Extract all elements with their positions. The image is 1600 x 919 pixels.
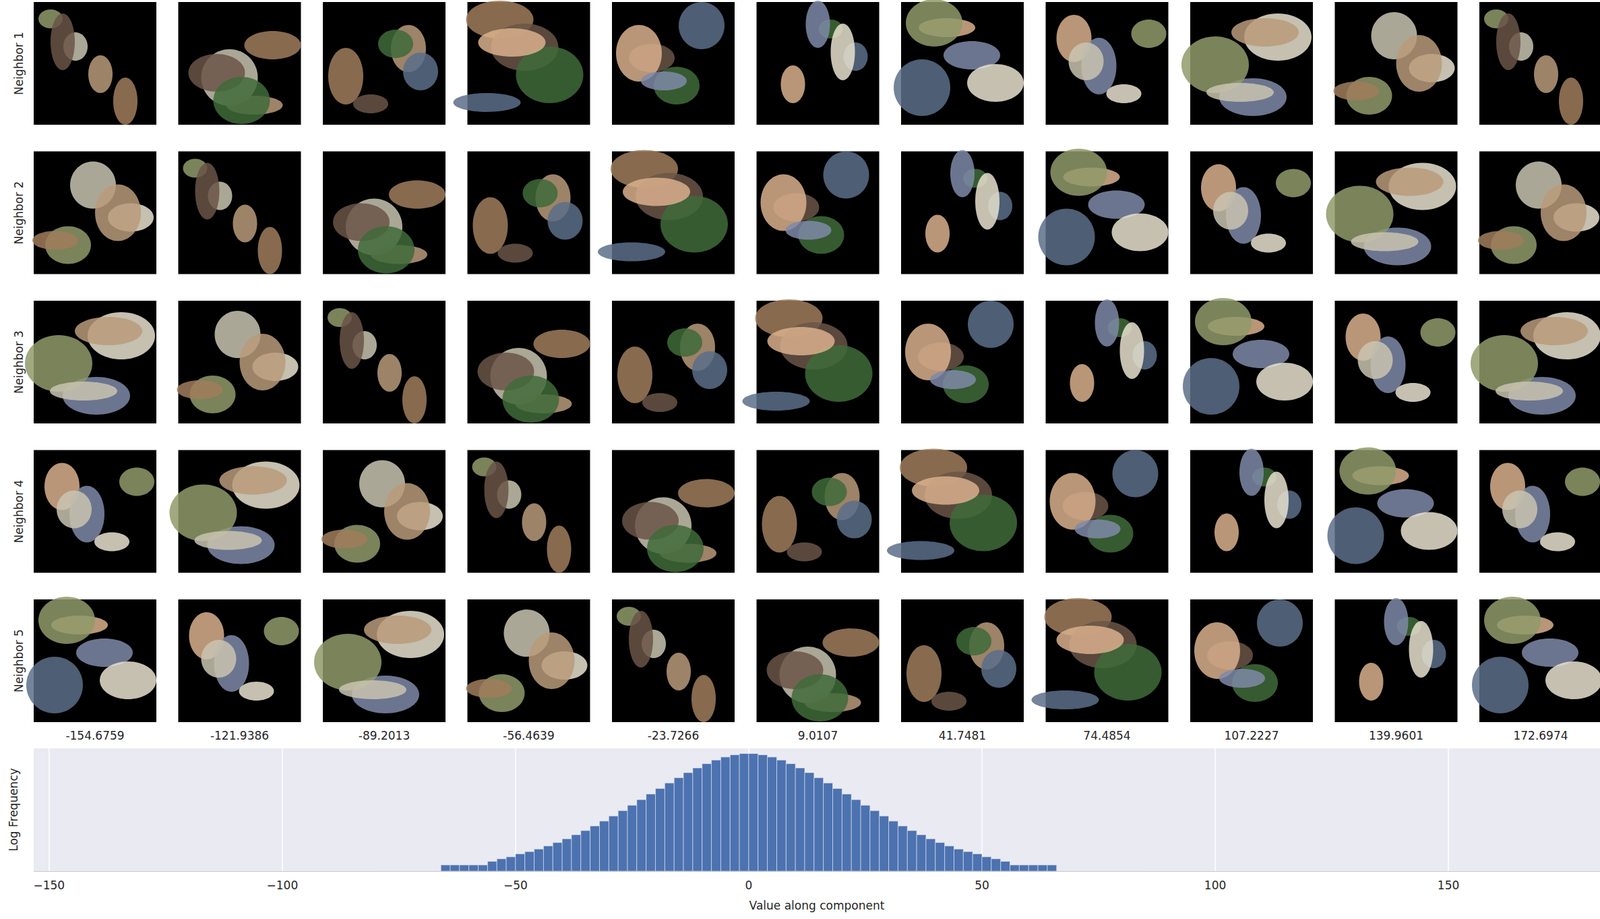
svg-text:Neighbor 3: Neighbor 3 (12, 330, 26, 394)
svg-text:41.7481: 41.7481 (938, 728, 987, 743)
svg-text:150: 150 (1437, 878, 1460, 892)
svg-text:74.4854: 74.4854 (1083, 728, 1131, 743)
svg-text:-23.7266: -23.7266 (647, 728, 699, 743)
svg-text:−50: −50 (503, 878, 528, 892)
svg-text:Neighbor 2: Neighbor 2 (12, 181, 26, 245)
svg-text:Neighbor 1: Neighbor 1 (12, 31, 26, 96)
svg-text:Log Frequency: Log Frequency (6, 767, 21, 852)
svg-text:9.0107: 9.0107 (797, 728, 838, 743)
svg-text:100: 100 (1204, 878, 1226, 892)
svg-text:Neighbor 5: Neighbor 5 (12, 628, 26, 693)
svg-text:Neighbor 4: Neighbor 4 (12, 479, 26, 544)
svg-text:-154.6759: -154.6759 (65, 728, 125, 743)
svg-text:139.9601: 139.9601 (1368, 728, 1424, 743)
svg-text:0: 0 (745, 878, 753, 892)
svg-text:-56.4639: -56.4639 (502, 728, 555, 743)
svg-text:-89.2013: -89.2013 (358, 728, 410, 743)
svg-text:172.6974: 172.6974 (1513, 728, 1568, 743)
svg-text:107.2227: 107.2227 (1223, 728, 1279, 743)
svg-text:Value along component: Value along component (749, 898, 885, 912)
svg-text:−150: −150 (33, 878, 65, 892)
svg-text:50: 50 (974, 878, 990, 892)
svg-text:-121.9386: -121.9386 (210, 728, 269, 743)
svg-text:−100: −100 (266, 878, 299, 892)
